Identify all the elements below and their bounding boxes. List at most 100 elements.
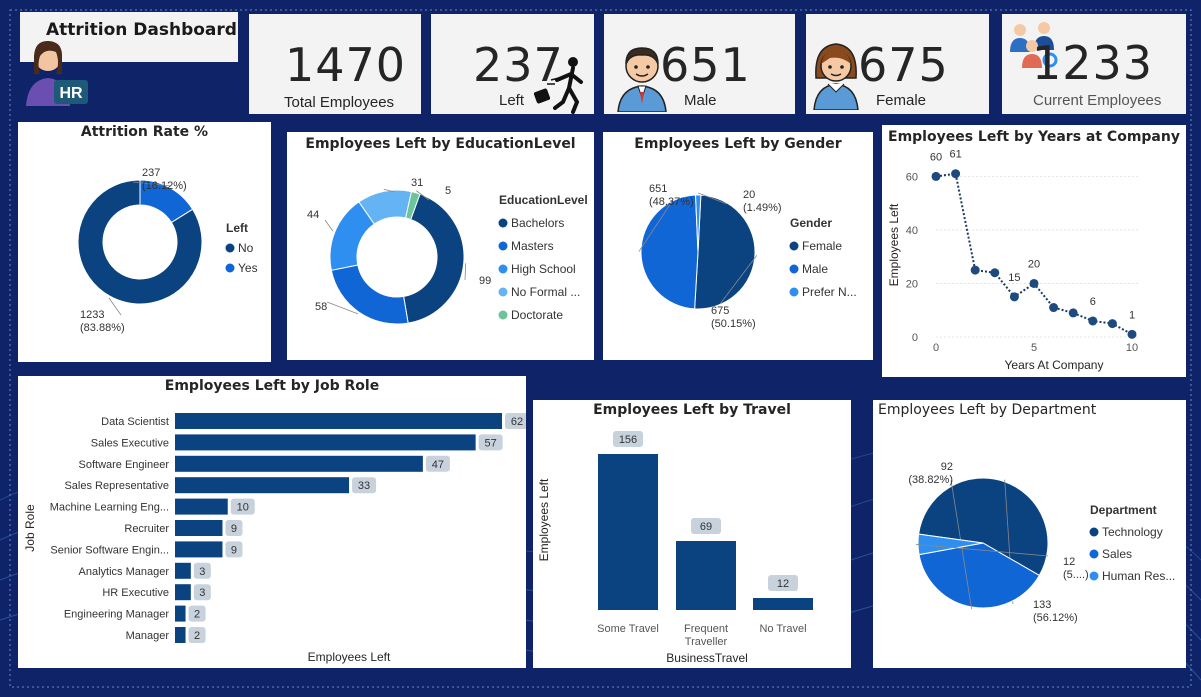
legend-item: No Formal ... [511,285,580,299]
pie-slice-yes [139,179,194,224]
category-label: Software Engineer [79,459,170,471]
data-label-bg [193,562,211,579]
bar [175,605,186,622]
travel-card: Employees Left by Travel 156 Some Travel 6… [533,400,851,668]
category-label: Sales Executive [91,437,169,449]
data-label-bg [478,434,503,451]
legend-marker [1089,527,1099,537]
chart-title: Employees Left by EducationLevel [305,136,576,152]
department-card: Employees Left by Department 133 (56.12%)… [873,400,1186,668]
data-label: 3 [199,587,205,599]
leader-line [108,297,122,316]
bar [753,598,813,610]
category-label: Analytics Manager [79,566,170,578]
bar [175,520,223,536]
hr-avatar-icon: HR [26,40,88,106]
data-label-pct: (16.12%) [142,180,187,192]
chart-title: Employees Left by Gender [634,136,842,152]
legend-marker [498,287,508,297]
data-label: 57 [485,437,497,449]
y-tick-label: 40 [906,225,918,237]
data-point [970,265,980,275]
data-label: 47 [432,459,444,471]
data-label: 6 [1090,296,1096,308]
attrition-rate-chart: 1233(83.88%) 237(16.12%) Left No Yes [77,167,258,334]
category-label: HR Executive [102,587,169,599]
pie-slice-bachelors [403,193,465,324]
pie-slice-sales [918,542,1041,609]
pie-slice-masters [330,264,409,325]
female-avatar-icon [813,43,859,110]
kpi-female: 675 Female [806,14,989,114]
legend-marker [225,263,235,273]
legend-marker [498,310,508,320]
category-label: Senior Software Engin... [50,544,169,556]
data-label: 69 [700,521,712,533]
legend-marker [498,218,508,228]
data-label: 2 [194,630,200,642]
data-label-bg [188,627,206,643]
category-label: No Travel [759,623,806,635]
data-label: 133 [1033,599,1051,611]
y-tick-label: 20 [906,278,918,290]
data-label: 15 [1008,272,1020,284]
legend-marker [498,264,508,274]
data-label: 92 [941,461,953,473]
legend-title: Gender [790,216,832,230]
data-label: 61 [949,149,961,161]
legend-marker [789,264,799,274]
kpi-value: 675 [858,38,949,92]
kpi-value: 651 [660,38,751,92]
data-label: 31 [411,177,423,189]
gender-chart: 675(50.15%) 651(48.37%) 20(1.49%) Gender Fem… [638,183,857,330]
legend-item: Yes [238,261,258,275]
data-label: 237 [142,167,160,179]
data-label: 99 [479,275,491,287]
kpi-value: 237 [473,38,564,92]
data-point [1068,308,1078,318]
leader-line [464,263,467,281]
category-label: Manager [126,630,170,642]
kpi-total-employees: 1470 Total Employees [249,14,421,114]
leader-line [324,219,334,232]
data-label: 5 [445,185,451,197]
data-point [1107,319,1117,329]
data-label: 1233 [80,309,104,321]
male-avatar-icon [617,47,667,112]
attrition-rate-card: Attrition Rate % 1233 (83.88%) 237 (16.12%)… [18,122,271,362]
kpi-left: 237 Left [431,14,594,114]
category-label: Data Scientist [101,416,169,428]
bar [175,498,228,515]
data-label-bg [425,455,450,472]
data-label-bg [225,541,243,558]
data-label-pct: (56.12%) [1033,612,1078,624]
data-label-pct: (1.49%) [743,202,782,214]
data-label-pct: (5....) [1063,569,1089,581]
category-label: Sales Representative [64,480,169,492]
kpi-current-employees: 1233 Current Employees [1002,14,1186,114]
series-line [935,172,1133,336]
y-axis-label: Employees Left [887,203,901,286]
data-label: 33 [358,480,370,492]
data-label-bg [230,498,255,515]
data-label: 651 [649,183,667,195]
category-label: Engineering Manager [64,609,170,621]
department-chart: 133(56.12%) 92(38.82%) 12(5....) Department… [908,461,1175,624]
kpi-label: Current Employees [1033,92,1162,109]
leader-line [383,188,396,193]
bar [175,541,223,558]
hr-badge-text: HR [59,85,83,102]
data-label-pct: (50.15%) [711,318,756,330]
y-tick-label: 0 [912,332,918,344]
education-level-card: Employees Left by EducationLevel 99 58 44 3… [287,132,594,360]
legend-item: Human Res... [1102,569,1175,583]
page-title: Attrition Dashboard [46,20,237,40]
kpi-label: Total Employees [284,94,395,111]
pie-slice-prefer-n- [695,194,702,253]
kpi-label: Male [684,92,717,109]
category-label: Traveller [685,636,728,648]
chart-title: Employees Left by Department [878,402,1097,418]
category-label: Some Travel [597,623,659,635]
bar [175,477,350,494]
